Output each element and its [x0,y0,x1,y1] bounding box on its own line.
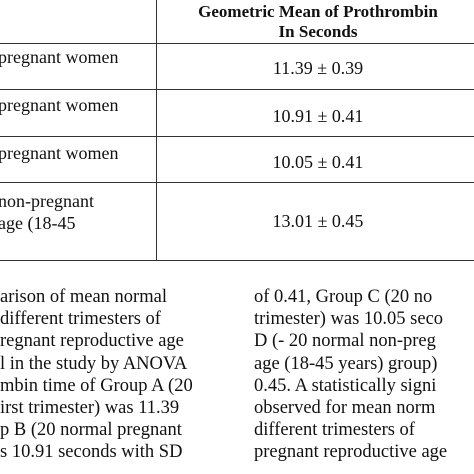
table-row-value: 11.39 ± 0.39 [272,58,364,78]
table-row-group: age (18-45 [0,213,76,233]
text-line: pregnant reproductive age [254,442,448,463]
text-line: regnant reproductive age [0,331,184,352]
text-line: different trimesters of [0,309,161,330]
table-header-line-1: Geometric Mean of Prothrombin [198,2,438,21]
text-line: of 0.41, Group C (20 no [254,287,433,307]
text-line: l in the study by ANOVA [0,353,188,374]
text-line: p B (20 normal pregnant [0,420,182,441]
text-line: age (18-45 years) group) [254,353,438,374]
table-row-group: non-pregnant [0,191,94,211]
table-rule [0,43,474,44]
body-text-left-column: arison of mean normal different trimeste… [0,286,230,464]
table-rule [0,89,474,90]
table-row-group: pregnant women [0,95,119,115]
text-line: observed for mean norm [254,397,436,418]
table-rule [0,260,474,261]
table-row-group: pregnant women [0,47,119,67]
text-line: D (- 20 normal non-preg [254,331,436,352]
table-row-group: pregnant women [0,143,119,163]
table-column-divider [156,0,157,261]
prothrombin-table: Geometric Mean of Prothrombin In Seconds… [0,0,474,261]
text-line: 0.45. A statistically signi [254,375,437,396]
body-text-right-column: of 0.41, Group C (20 no trimester) was 1… [254,286,474,464]
text-line: different trimesters of [254,420,415,441]
table-rule [0,182,474,183]
text-line: arison of mean normal [0,287,167,307]
table-row-value: 10.91 ± 0.41 [272,106,364,126]
table-rule [0,136,474,137]
text-line: trimester) was 10.05 seco [254,309,444,330]
table-row-value: 13.01 ± 0.45 [272,211,364,231]
text-line: s 10.91 seconds with SD [0,442,183,463]
table-header-line-2: In Seconds [278,22,358,41]
text-line: irst trimester) was 11.39 [0,397,180,418]
table-row-value: 10.05 ± 0.41 [272,152,364,172]
text-line: mbin time of Group A (20 [0,375,193,396]
